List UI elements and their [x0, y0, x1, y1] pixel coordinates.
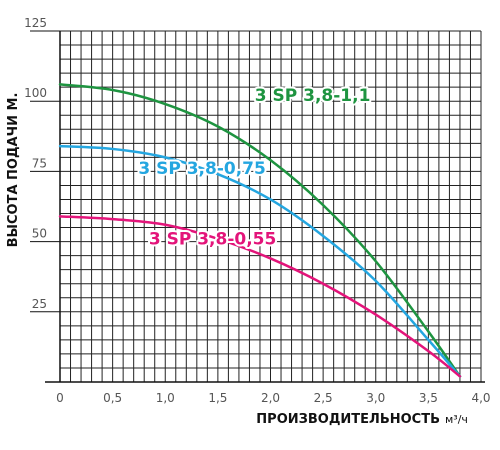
series-label: 3 SP 3,8-0,55	[149, 229, 276, 249]
tick-labels: 0 0,5 1,0 1,5 2,0 2,5 3,0 3,5 4,0 25 50 75 100 125	[24, 16, 490, 405]
x-tick-label: 3,0	[366, 391, 385, 405]
y-tick-label: 50	[32, 227, 47, 241]
series-lines	[58, 83, 462, 378]
y-tick-label: 75	[32, 156, 47, 170]
series-label: 3 SP 3,8-0,75	[138, 159, 265, 179]
x-tick-label: 0,5	[103, 391, 122, 405]
y-tick-label: 125	[24, 16, 47, 30]
x-tick-label: 3,5	[419, 391, 438, 405]
series-labels: 3 SP 3,8-1,1 3 SP 3,8-0,75 3 SP 3,8-0,55	[136, 84, 372, 251]
x-axis-title: ПРОИЗВОДИТЕЛЬНОСТЬ	[256, 412, 440, 427]
x-tick-label: 4,0	[471, 391, 490, 405]
x-tick-label: 1,0	[156, 391, 175, 405]
axes	[45, 31, 485, 383]
series-label: 3 SP 3,8-1,1	[255, 86, 371, 106]
series-line	[58, 144, 462, 378]
x-axis-unit: м³/ч	[445, 413, 468, 426]
series-line	[58, 215, 462, 378]
x-tick-label: 2,0	[261, 391, 280, 405]
y-tick-label: 25	[32, 297, 47, 311]
x-tick-label: 2,5	[314, 391, 333, 405]
y-axis-title: ВЫСОТА ПОДАЧИ М.	[6, 93, 21, 248]
series-line	[58, 83, 462, 378]
x-tick-label: 0	[56, 391, 64, 405]
x-tick-label: 1,5	[208, 391, 227, 405]
y-tick-label: 100	[24, 86, 47, 100]
